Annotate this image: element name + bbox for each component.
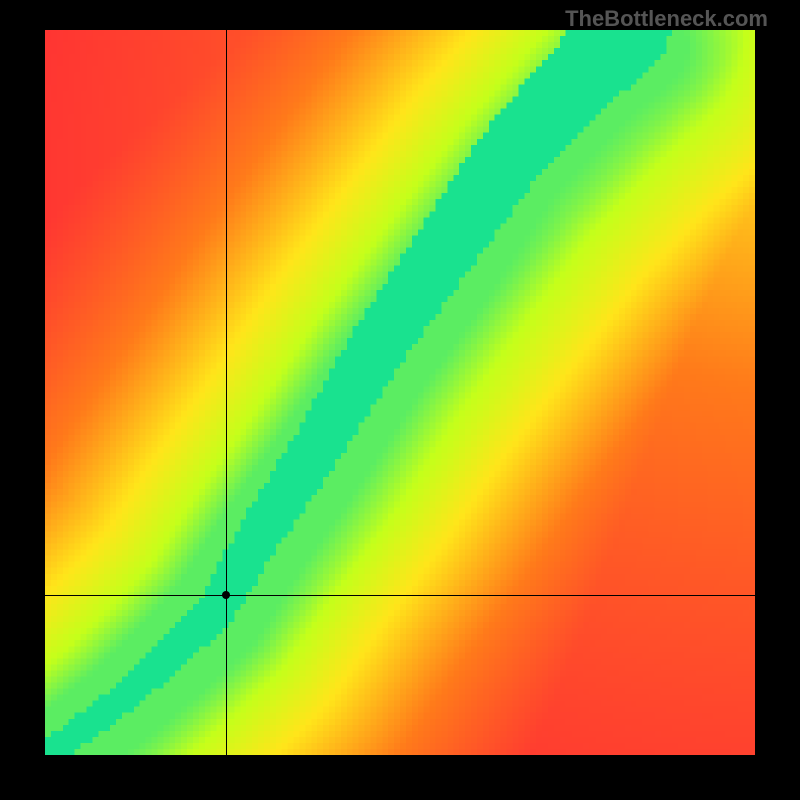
watermark-text: TheBottleneck.com (565, 6, 768, 32)
marker-dot (222, 591, 230, 599)
crosshair-horizontal (45, 595, 755, 596)
chart-container: TheBottleneck.com (0, 0, 800, 800)
crosshair-vertical (226, 30, 227, 755)
bottleneck-heatmap (45, 30, 755, 755)
